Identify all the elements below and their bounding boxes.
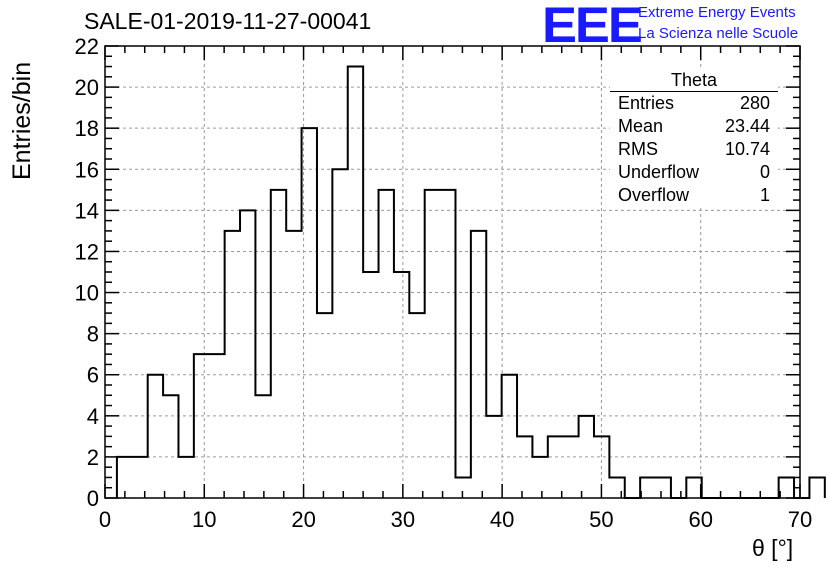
stats-value: 1	[759, 185, 770, 205]
stats-value: 10.74	[724, 139, 770, 159]
y-tick-label: 2	[87, 445, 99, 470]
histogram-bin	[225, 231, 240, 498]
histogram-bin	[686, 477, 701, 498]
histogram-bin	[163, 395, 178, 498]
stats-label: Entries	[618, 93, 675, 113]
histogram-bin	[409, 313, 424, 498]
histogram-bin	[348, 67, 363, 498]
eee-logo: EEE	[542, 0, 643, 53]
y-tick-label: 0	[87, 486, 99, 511]
histogram-bin	[548, 436, 563, 498]
x-tick-label: 10	[192, 507, 216, 532]
stats-row: RMS 10.74	[610, 138, 778, 161]
stats-row: Overflow 1	[610, 184, 778, 207]
x-axis-label: θ [°]	[752, 535, 794, 561]
y-tick-label: 12	[75, 239, 99, 264]
histogram-bin	[563, 436, 578, 498]
histogram-bin	[317, 313, 332, 498]
histogram-bin	[440, 190, 455, 498]
stats-value: 0	[759, 162, 770, 182]
x-tick-label: 50	[589, 507, 613, 532]
y-tick-labels: 0 2 4 6 8 10 12 14 16 18 20 22	[75, 34, 99, 511]
histogram-bin	[394, 272, 409, 498]
stats-histogram-name: Theta	[610, 70, 778, 92]
histogram-bin	[194, 354, 209, 498]
stats-row: Underflow 0	[610, 161, 778, 184]
x-tick-label: 30	[391, 507, 415, 532]
y-axis-label: Entries/bin	[8, 61, 36, 180]
axis-ticks	[104, 45, 801, 499]
histogram-bin	[148, 375, 163, 498]
stats-label: RMS	[618, 139, 658, 159]
y-tick-label: 4	[87, 404, 99, 429]
histogram-bin	[517, 436, 532, 498]
y-tick-label: 18	[75, 116, 99, 141]
stats-label: Mean	[618, 116, 664, 136]
histogram-outline	[115, 65, 826, 499]
y-tick-label: 14	[75, 198, 99, 223]
stats-box: Theta Entries 280 Mean 23.44 RMS 10.74 U…	[610, 70, 778, 207]
x-tick-label: 40	[490, 507, 514, 532]
x-tick-label: 70	[788, 507, 812, 532]
stats-row: Mean 23.44	[610, 115, 778, 138]
x-tick-label: 20	[291, 507, 315, 532]
histogram-bin	[286, 231, 301, 498]
y-tick-label: 6	[87, 363, 99, 388]
stats-value: 280	[739, 93, 770, 113]
stats-row: Entries 280	[610, 92, 778, 115]
x-tick-label: 60	[688, 507, 712, 532]
histogram-bin	[609, 477, 624, 498]
histogram-bin	[271, 190, 286, 498]
histogram-bin	[425, 190, 440, 498]
x-tick-labels: 0 10 20 30 40 50 60 70	[99, 507, 812, 532]
histogram-bin	[809, 477, 824, 498]
histogram-bin	[502, 375, 517, 498]
histogram-bin	[209, 354, 224, 498]
histogram-bin	[532, 457, 547, 498]
chart-title: SALE-01-2019-11-27-00041	[84, 8, 372, 34]
histogram-bin	[486, 416, 501, 498]
logo-caption-line1: Extreme Energy Events	[638, 4, 796, 21]
y-tick-label: 10	[75, 281, 99, 306]
stats-label: Overflow	[618, 185, 690, 205]
histogram-bin	[656, 477, 671, 498]
histogram-bin	[240, 210, 255, 498]
stats-value: 23.44	[724, 116, 770, 136]
histogram-bin	[471, 231, 486, 498]
y-tick-label: 8	[87, 322, 99, 347]
y-tick-label: 20	[75, 75, 99, 100]
y-tick-label: 22	[75, 34, 99, 59]
histogram-bin	[363, 272, 378, 498]
histogram-bin	[640, 477, 655, 498]
histogram-bin	[779, 477, 794, 498]
x-tick-label: 0	[99, 507, 111, 532]
y-tick-label: 16	[75, 157, 99, 182]
histogram-bin	[255, 395, 270, 498]
histogram-bars	[115, 65, 826, 499]
stats-label: Underflow	[618, 162, 700, 182]
logo-caption-line2: La Scienza nelle Scuole	[638, 25, 799, 42]
histogram-bin	[379, 190, 394, 498]
histogram-bin	[178, 457, 193, 498]
